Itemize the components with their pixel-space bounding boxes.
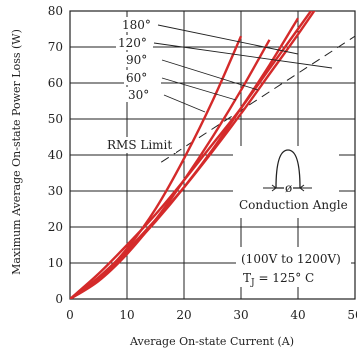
x-tick-label: 40	[290, 308, 305, 322]
legend-label-bg	[120, 17, 157, 32]
x-tick-labels: 0 10 20 30 40 50	[66, 308, 357, 322]
y-tick-label: 70	[48, 40, 63, 54]
y-tick-label: 20	[48, 220, 63, 234]
conduction-angle-label: Conduction Angle	[239, 198, 348, 212]
y-tick-labels: 0 10 20 30 40 50 60 70 80	[48, 4, 63, 306]
y-tick-label: 80	[48, 4, 63, 18]
legend-label-bg	[126, 87, 163, 102]
legend-label-60deg: 60°	[126, 71, 147, 85]
rms-limit-label: RMS Limit	[107, 138, 172, 152]
curves	[70, 11, 316, 299]
y-tick-label: 50	[48, 112, 63, 126]
legend-label-30deg: 30°	[128, 88, 149, 102]
plot-frame	[69, 10, 356, 300]
y-tick-label: 30	[48, 184, 63, 198]
legend-label-120deg: 120°	[118, 36, 147, 50]
rms-limit-line	[160, 35, 355, 163]
legend-leader-line	[161, 59, 259, 91]
tj-value: = 125° C	[255, 271, 315, 285]
rms-limit-dashed-line	[160, 35, 355, 163]
legend-label-bg	[116, 35, 153, 50]
y-tick-label: 10	[48, 256, 63, 270]
x-tick-label: 0	[66, 308, 74, 322]
y-tick-label: 0	[55, 292, 63, 306]
legend-label-bg	[124, 52, 161, 67]
legend-leader-line	[161, 77, 237, 101]
x-tick-label: 10	[119, 308, 134, 322]
curve-60deg	[70, 39, 271, 299]
y-tick-label: 40	[48, 148, 63, 162]
legend-labels: 180° 120° 90° 60° 30°	[116, 17, 333, 113]
y-axis-title: Maximum Average On-state Power Loss (W)	[10, 29, 23, 275]
operating-conditions: (100V to 1200V) TJ = 125° C	[236, 247, 351, 288]
legend-label-bg	[124, 70, 161, 85]
phi-symbol: ø	[285, 181, 292, 195]
rms-label-bg	[104, 137, 176, 153]
tj-label: TJ = 125° C	[243, 271, 314, 288]
conduction-angle-diagram: ø Conduction Angle	[233, 146, 348, 218]
legend-label-180deg: 180°	[122, 18, 151, 32]
x-tick-label: 20	[176, 308, 191, 322]
voltage-range-label: (100V to 1200V)	[241, 252, 341, 266]
x-axis-title: Average On-state Current (A)	[129, 335, 294, 348]
y-tick-label: 60	[48, 76, 63, 90]
curve-180deg	[70, 11, 313, 299]
legend-leader-line	[163, 94, 206, 113]
legend-leader-line	[157, 24, 299, 55]
legend-leader-line	[153, 42, 333, 69]
x-tick-label: 50	[347, 308, 357, 322]
x-tick-label: 30	[233, 308, 248, 322]
curve-30deg	[70, 35, 243, 299]
legend-label-90deg: 90°	[126, 53, 147, 67]
tj-subscript: J	[250, 278, 255, 288]
